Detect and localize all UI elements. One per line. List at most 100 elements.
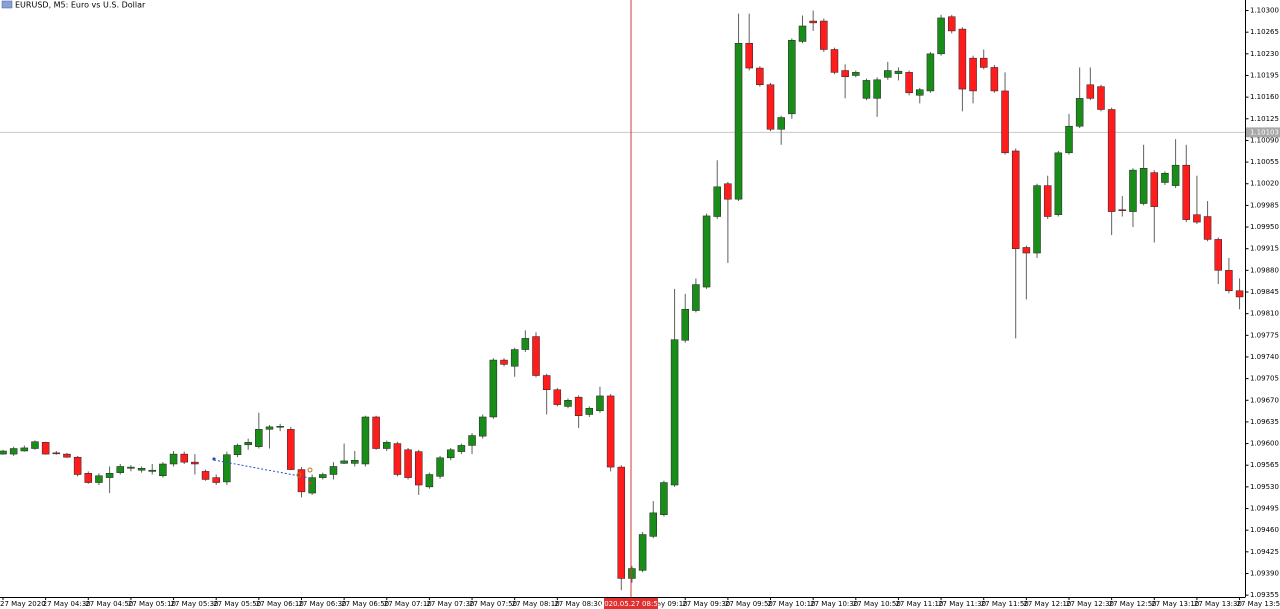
candle-body <box>510 349 519 367</box>
trade-arrow <box>308 482 312 485</box>
candle-body <box>585 408 594 415</box>
candle-body <box>1161 172 1169 183</box>
candle-body <box>1225 270 1233 292</box>
candle-body <box>223 454 231 483</box>
candle-body <box>436 457 444 477</box>
candle-body <box>20 447 29 452</box>
x-tick-label: 27 May 10:10 <box>768 600 816 608</box>
candle-body <box>798 25 807 42</box>
candle-body <box>148 469 156 472</box>
x-tick-label: 27 May 07:50 <box>469 600 517 608</box>
candle-body <box>1065 125 1073 154</box>
y-tick-label: 1.10020 <box>1250 180 1279 188</box>
candle-body <box>1203 216 1212 240</box>
candle-body <box>958 28 967 90</box>
y-tick-label: 1.09670 <box>1250 396 1279 404</box>
candle-body <box>383 442 391 449</box>
y-tick-label: 1.09355 <box>1250 591 1279 599</box>
y-tick-label: 1.09495 <box>1250 505 1279 513</box>
candle-body <box>1118 209 1127 211</box>
candle-body <box>990 67 999 92</box>
x-tick-label: 27 May 05:30 <box>171 600 219 608</box>
candle-body <box>969 57 977 92</box>
candle-body <box>116 466 125 473</box>
candle-body <box>361 416 370 465</box>
candle-body <box>340 460 348 464</box>
y-tick-label: 1.09950 <box>1250 223 1279 231</box>
candle-body <box>884 70 892 78</box>
x-tick-label: 27 May 12:30 <box>1066 600 1114 608</box>
candle-body <box>734 43 743 200</box>
candle-body <box>926 53 935 92</box>
y-tick-label: 1.10265 <box>1250 28 1279 36</box>
x-tick-label: 27 May 06:50 <box>341 600 389 608</box>
candle-body <box>489 359 498 418</box>
y-tick-label: 1.10055 <box>1250 158 1279 166</box>
candle-body <box>745 43 753 69</box>
candle-body <box>852 72 860 76</box>
candle-body <box>457 445 466 452</box>
candle-body <box>702 215 711 288</box>
crosshair-time-label: 2020.05.27 08:55 <box>600 600 662 608</box>
y-tick-label: 1.09600 <box>1250 440 1279 448</box>
candle-body <box>1001 90 1009 154</box>
trade-marker <box>296 472 302 478</box>
candle-body <box>308 477 316 494</box>
y-tick-label: 1.09880 <box>1250 266 1279 274</box>
x-tick-label: 27 May 10:50 <box>853 600 901 608</box>
x-tick-label: 27 May 06:30 <box>298 600 346 608</box>
candle-body <box>617 466 626 579</box>
candle-body <box>841 70 849 77</box>
candle-body <box>670 339 679 486</box>
candle-body <box>1086 84 1095 99</box>
candle-body <box>809 20 817 24</box>
candle-body <box>937 17 945 55</box>
candle-body <box>862 80 871 99</box>
candle-body <box>873 79 881 99</box>
candle-body <box>1022 247 1031 254</box>
candle-body <box>84 473 93 483</box>
candle-body <box>905 72 913 94</box>
candle-body <box>159 463 167 476</box>
candle-body <box>287 429 295 470</box>
candle-body <box>297 469 306 493</box>
y-tick-label: 1.09705 <box>1250 375 1279 383</box>
candle-body <box>414 451 423 486</box>
candle-body <box>169 453 178 465</box>
y-tick-label: 1.10125 <box>1250 115 1279 123</box>
x-tick-label: 27 May 10:30 <box>810 600 858 608</box>
x-tick-label: 27 May 05:50 <box>213 600 261 608</box>
x-tick-label: 27 May 11:10 <box>895 600 943 608</box>
y-tick-label: 1.09565 <box>1250 461 1279 469</box>
plot <box>0 10 1246 591</box>
y-tick-label: 1.09635 <box>1250 418 1279 426</box>
candle-body <box>329 466 338 475</box>
candle-body <box>1129 169 1137 212</box>
candle-body <box>606 395 615 468</box>
candle-body <box>1214 239 1222 271</box>
x-tick-label: 27 May 07:10 <box>384 600 432 608</box>
candle-body <box>521 338 530 350</box>
candle-body <box>265 426 274 430</box>
candle-body <box>95 475 103 483</box>
y-tick-label: 1.10300 <box>1250 7 1279 15</box>
candle-body <box>63 453 71 458</box>
x-tick-label: 27 May 12:50 <box>1109 600 1157 608</box>
candle-body <box>351 460 359 464</box>
candle-body <box>404 449 412 478</box>
candle-body <box>638 534 647 571</box>
candle-body <box>105 473 114 478</box>
candle-body <box>1182 164 1191 220</box>
x-tick-label: 27 May 09:10 <box>640 600 688 608</box>
candle-body <box>574 396 583 416</box>
candle-body <box>553 389 562 405</box>
candle-body <box>916 89 924 96</box>
x-tick-label: 27 May 08:10 <box>512 600 560 608</box>
candle-body <box>1235 290 1244 298</box>
candle-body <box>724 183 732 200</box>
symbol-icon <box>1 0 13 9</box>
y-tick-label: 1.09985 <box>1250 201 1279 209</box>
y-tick-label: 1.09810 <box>1250 310 1279 318</box>
